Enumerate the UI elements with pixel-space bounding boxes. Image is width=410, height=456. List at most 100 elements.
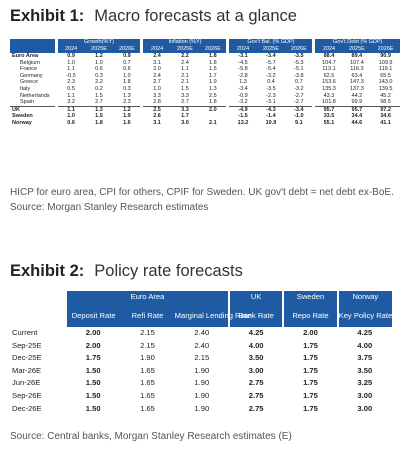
- table-cell: 3.00: [248, 365, 264, 375]
- table-cell: 1.3: [84, 105, 114, 114]
- table-cell: 3.00: [357, 403, 373, 413]
- table-cell: 0.6: [54, 119, 85, 127]
- table-cell: 44.6: [351, 119, 363, 126]
- table-cell: 1.0: [95, 59, 103, 66]
- table-cell: -3.5: [294, 53, 304, 59]
- year-header: 2024: [226, 46, 257, 53]
- table-cell: 1.75: [303, 340, 318, 350]
- table-cell: 1.50: [85, 390, 101, 400]
- table-cell: -2.7: [294, 92, 304, 99]
- column-group-header: Growth(%Y): [54, 39, 142, 46]
- column-group-header: Sweden: [282, 291, 338, 303]
- table-cell: -4.9: [226, 105, 257, 114]
- table-cell: 0.9: [123, 53, 131, 59]
- rate-header: Deposit Rate: [64, 303, 121, 327]
- row-label: Spain: [20, 99, 35, 106]
- row-label: Jun-26E: [12, 378, 41, 388]
- table-cell: -5.7: [266, 59, 276, 66]
- table-cell: 1.1: [54, 92, 85, 100]
- rate-header: Repo Rate: [282, 303, 338, 327]
- table-cell: -1.4: [266, 113, 276, 120]
- table-cell: 0.5: [54, 85, 85, 93]
- table-cell: 1.8: [209, 53, 217, 59]
- table-cell: 55.1: [312, 119, 343, 127]
- table-cell: 119.1: [378, 66, 393, 73]
- table-cell: 1.7: [181, 113, 189, 120]
- table-cell: -0.9: [226, 92, 257, 100]
- table-cell: 2.00: [303, 328, 318, 337]
- year-header: 2024: [140, 46, 171, 53]
- row-label: Greece: [20, 79, 39, 86]
- table-cell: 2.2: [181, 53, 189, 59]
- table-cell: 9.1: [295, 119, 303, 126]
- table-cell: 62.5: [312, 72, 343, 80]
- table-cell: -3.4: [285, 105, 314, 114]
- table-cell: 10.9: [265, 119, 277, 126]
- column-group-header: Gov't Debt (% GDP): [312, 39, 400, 46]
- table-cell: 147.3: [350, 79, 364, 86]
- year-header: 2025E: [170, 46, 200, 53]
- table-cell: 2.5: [209, 92, 217, 99]
- table-cell: 1.5: [181, 85, 189, 92]
- table-cell: 2.00: [85, 328, 101, 337]
- table-cell: 2.4: [140, 72, 171, 80]
- table-cell: 2.8: [140, 99, 171, 107]
- table-cell: 1.1: [181, 66, 189, 73]
- column-group-header: UK: [227, 291, 284, 303]
- table-cell: 1.1: [54, 105, 85, 114]
- table-cell: 1.50: [85, 378, 101, 388]
- year-header: 2024: [54, 46, 85, 53]
- table-cell: 2.3: [123, 99, 131, 106]
- table-cell: 1.65: [140, 403, 155, 413]
- table-cell: [199, 113, 228, 120]
- table-cell: 2.75: [248, 390, 264, 400]
- year-header: 2026E: [285, 46, 314, 53]
- table-cell: -3.5: [266, 85, 276, 92]
- table-row: UK 1.1 1.3 1.2 2.5 3.3 2.0 -4.9 -4.3 -3.4 95.7 95.7…: [10, 105, 400, 114]
- table-cell: -4.5: [226, 59, 257, 67]
- year-header: 2024: [312, 46, 343, 53]
- table-cell: 1.75: [303, 390, 318, 400]
- table-cell: 2.00: [85, 340, 101, 350]
- table-cell: 1.3: [123, 92, 131, 99]
- rate-header: Key Policy Rate: [336, 303, 392, 327]
- table-cell: -3.8: [294, 72, 304, 79]
- policy-rate-table: Euro Area UK Sweden Norway Deposit Rate Refi …: [10, 291, 392, 415]
- table-cell: -3.2: [294, 85, 304, 92]
- table-cell: 109.9: [378, 59, 393, 66]
- row-label: Sep-25E: [12, 340, 42, 350]
- table-cell: 3.25: [357, 378, 373, 388]
- table-cell: 89.4: [351, 53, 363, 59]
- table-cell: 63.4: [351, 72, 363, 79]
- table-header-groups: Euro Area UK Sweden Norway: [10, 291, 392, 303]
- table-cell: 90.9: [380, 53, 391, 59]
- table-cell: 43.3: [312, 92, 343, 100]
- row-label: Dec-25E: [12, 353, 42, 363]
- table-cell: 1.75: [303, 403, 318, 413]
- table-header-groups: Growth(%Y) Inflation (%Y) Gov't Bal. (% GD…: [10, 39, 400, 46]
- table-header-years: 2024 2025E 2026E 2024 2025E 2026E 2024 2025E 202…: [10, 46, 400, 53]
- table-cell: 107.4: [350, 59, 364, 66]
- table-cell: 3.00: [357, 390, 373, 400]
- table-cell: 1.90: [194, 390, 210, 400]
- table-cell: 3.50: [357, 365, 373, 375]
- table-cell: 34.6: [380, 113, 391, 120]
- column-group-header: Norway: [336, 291, 392, 303]
- table-cell: -3.1: [266, 99, 276, 106]
- row-label: Germany: [20, 72, 43, 79]
- year-header: 2026E: [371, 46, 400, 53]
- table-cell: 1.50: [85, 365, 101, 375]
- table-cell: 1.75: [303, 365, 318, 375]
- table-cell: 2.7: [181, 99, 189, 106]
- table-cell: 1.1: [54, 66, 85, 73]
- exhibit1-title: Exhibit 1: Macro forecasts at a glance: [10, 7, 297, 26]
- table-row: Italy 0.5 0.2 0.3 1.0 1.5 1.3 -3.4 -3.5 -3.2 135.3…: [10, 85, 400, 93]
- table-row: Spain 3.2 2.7 2.3 2.8 2.7 1.8 -3.2 -3.1 -2.7 101.8…: [10, 99, 400, 107]
- table-row: Sweden 1.0 1.5 1.9 2.6 1.7 -1.5 -1.4 -1.0 33.5 34.…: [10, 113, 400, 120]
- table-row: Belgium 1.0 1.0 0.7 3.1 2.4 1.8 -4.5 -5.7 -5.3 104…: [10, 59, 400, 67]
- table-cell: 1.5: [209, 66, 217, 73]
- header-blank: [10, 291, 66, 303]
- row-label: Dec-26E: [12, 403, 42, 413]
- table-cell: 3.3: [140, 92, 171, 100]
- table-cell: 88.4: [312, 53, 343, 60]
